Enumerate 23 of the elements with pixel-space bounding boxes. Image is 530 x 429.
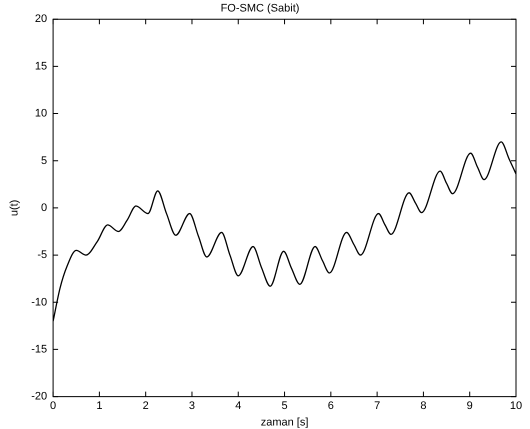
y-axis-title: u(t) (8, 200, 21, 216)
x-tick-label: 8 (420, 400, 426, 412)
x-tick-label: 4 (235, 400, 242, 412)
x-tick-label: 9 (466, 400, 473, 412)
x-tick-label: 3 (188, 400, 196, 412)
x-axis-title: zaman [s] (260, 416, 308, 428)
y-tick-label: -15 (31, 343, 48, 356)
x-tick-label: 7 (374, 400, 380, 412)
y-tick-label: 5 (40, 154, 48, 167)
y-tick-label: 15 (34, 60, 48, 72)
y-tick-label: -10 (31, 296, 48, 308)
y-tick-label: 10 (34, 108, 48, 120)
y-tick-label: -5 (37, 249, 48, 262)
x-tick-label: 1 (96, 400, 102, 412)
x-tick-label: 2 (142, 400, 149, 412)
y-tick-label: -20 (31, 390, 48, 403)
y-tick-label: 20 (34, 13, 48, 26)
x-tick-label: 5 (281, 400, 288, 412)
x-tick-label: 6 (328, 400, 334, 412)
x-tick-label: 0 (50, 400, 56, 412)
chart-title: FO-SMC (Sabit) (220, 2, 300, 15)
x-tick-label: 10 (510, 400, 522, 412)
y-tick-label: 0 (40, 202, 48, 214)
